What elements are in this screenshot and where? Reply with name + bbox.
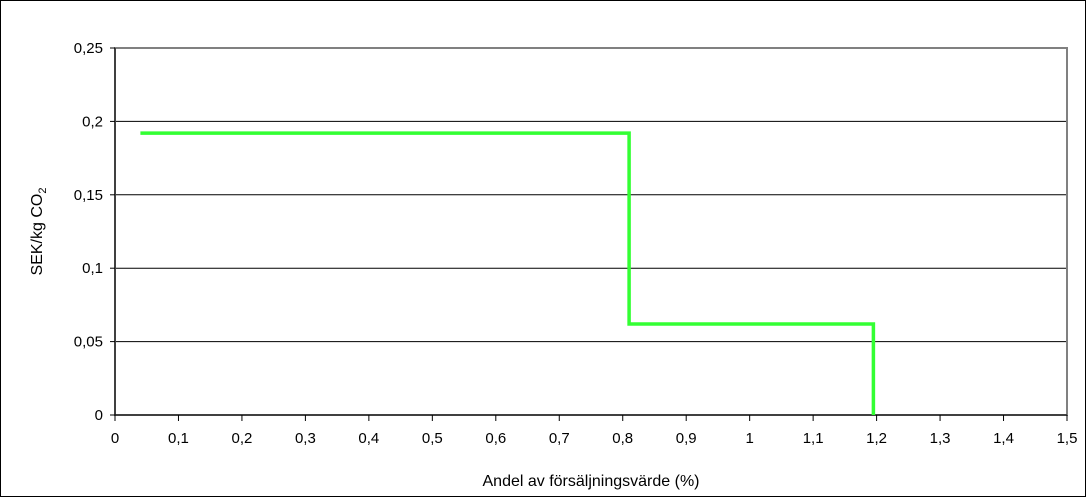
y-axis-title-main: SEK/kg CO	[29, 194, 46, 276]
y-tick-label: 0,25	[74, 40, 103, 57]
x-tick-label: 0,7	[549, 430, 570, 447]
y-axis-title: SEK/kg CO2	[29, 188, 49, 276]
y-tick-label: 0,15	[74, 187, 103, 204]
x-tick-label: 0,1	[168, 430, 189, 447]
x-tick-label: 1	[745, 430, 753, 447]
series-line	[140, 131, 876, 415]
x-tick-label: 1,2	[866, 430, 887, 447]
x-tick-label: 0,8	[612, 430, 633, 447]
x-tick-label: 1,3	[930, 430, 951, 447]
x-tick-label: 0	[111, 430, 119, 447]
x-tick-label: 0,3	[295, 430, 316, 447]
x-tick-label: 1,4	[993, 430, 1014, 447]
y-axis-title-subscript: 2	[37, 188, 49, 194]
y-tick-label: 0,2	[82, 113, 103, 130]
series-layer	[140, 131, 876, 415]
y-tick-label: 0	[95, 407, 103, 424]
x-tick-label: 0,5	[422, 430, 443, 447]
x-tick-label: 1,1	[803, 430, 824, 447]
x-tick-label: 0,4	[358, 430, 379, 447]
y-tick-label: 0,1	[82, 260, 103, 277]
x-tick-label: 0,2	[232, 430, 253, 447]
x-axis-title: Andel av försäljningsvärde (%)	[483, 473, 700, 490]
x-tick-label: 0,9	[676, 430, 697, 447]
y-tick-label: 0,05	[74, 334, 103, 351]
x-tick-label: 1,5	[1057, 430, 1078, 447]
axis-layer: 0 0,05 0,1 0,15 0,2 0,25 0 0,1 0,2 0,3 0,4 0,5 0,6 0,…	[74, 40, 1078, 447]
grid-layer	[115, 120, 1067, 343]
x-tick-label: 0,6	[485, 430, 506, 447]
